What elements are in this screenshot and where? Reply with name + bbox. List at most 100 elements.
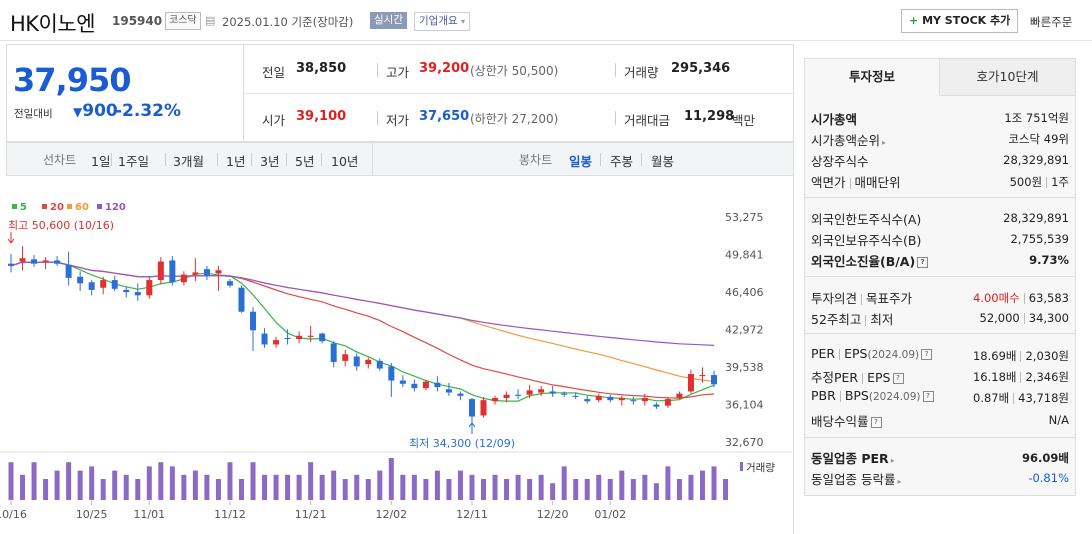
- foreign-ratio-value: 9.73%: [1029, 253, 1069, 267]
- candle-body: [238, 287, 245, 312]
- candle-body: [664, 399, 671, 406]
- candle-body: [88, 282, 95, 290]
- tab-3m[interactable]: 3개월: [173, 154, 204, 169]
- volume-bar: [31, 462, 37, 500]
- divider: [862, 373, 864, 384]
- candle-body: [342, 354, 349, 361]
- candle-body: [561, 393, 568, 395]
- divider: [839, 349, 841, 360]
- x-tick-label: 11/21: [295, 508, 327, 521]
- candle-body: [480, 400, 487, 416]
- candle-body: [388, 366, 395, 381]
- info-icon[interactable]: ?: [922, 391, 934, 402]
- volume-bar: [8, 462, 14, 500]
- tab-1d[interactable]: 1일: [91, 154, 111, 169]
- industry-per-link[interactable]: 동일업종 PER ▸: [811, 448, 895, 467]
- lower-limit: (하한가 27,200): [470, 112, 559, 126]
- volume-bar: [584, 479, 590, 500]
- tab-5y[interactable]: 5년: [295, 154, 315, 169]
- volume-bar: [54, 470, 60, 500]
- per-value: 18.69배 2,030원: [973, 348, 1069, 364]
- price-stats: 전일 38,850 고가 39,200 (상한가 50,500) 거래량 295…: [243, 44, 794, 142]
- price-change-percent: -2.32%: [115, 101, 182, 121]
- tab-daily[interactable]: 일봉: [569, 154, 593, 169]
- fper-amount: 16.18배: [972, 370, 1017, 384]
- per-amount: 18.69배: [972, 349, 1017, 363]
- stats-row: 시가 39,100 저가 37,650 (하한가 27,200) 거래대금 11…: [244, 93, 793, 141]
- candle-body: [284, 337, 291, 340]
- candle-body: [699, 375, 706, 377]
- y-tick-label: 36,104: [725, 399, 764, 412]
- tab-monthly[interactable]: 월봉: [651, 154, 675, 169]
- tab-10y[interactable]: 10년: [331, 154, 359, 169]
- tab-3y[interactable]: 3년: [260, 154, 280, 169]
- info-icon[interactable]: ?: [917, 257, 929, 268]
- stock-name: HK이노엔: [10, 12, 96, 36]
- volume-bar: [100, 479, 106, 500]
- candle-body: [65, 264, 72, 278]
- market-cap-rank-link[interactable]: 시가총액순위 ▸: [811, 130, 886, 149]
- foreign-limit-value: 28,329,891: [1003, 211, 1069, 225]
- opinion-rating: 4.00매수: [972, 291, 1020, 305]
- info-icon[interactable]: ?: [892, 373, 904, 384]
- volume-bar: [676, 479, 682, 500]
- my-stock-label: MY STOCK 추가: [922, 14, 1011, 27]
- info-icon[interactable]: ?: [870, 417, 882, 428]
- market-cap-value: 1조 751억원: [1004, 111, 1069, 125]
- trade-unit-value: 1주: [1051, 175, 1069, 189]
- candle-body: [192, 272, 199, 275]
- 52w-low-label: 최저: [870, 312, 894, 327]
- dividend-value: N/A: [1048, 413, 1069, 427]
- candle-body: [549, 391, 556, 394]
- divider: [1046, 177, 1048, 188]
- candle-body: [330, 343, 337, 362]
- volume-bar: [273, 474, 279, 500]
- divider: [805, 437, 1075, 438]
- volume-bar: [89, 466, 95, 500]
- volume-bar: [308, 462, 314, 500]
- divider: [251, 153, 252, 166]
- legend-swatch-ma5: [12, 204, 17, 209]
- volume-bar: [492, 474, 498, 500]
- amount-label: 거래대금: [624, 113, 671, 128]
- volume-bar: [123, 474, 129, 500]
- face-value: 500원 1주: [1010, 174, 1069, 190]
- high-arrow-icon: [7, 232, 15, 244]
- ma60-line: [10, 261, 715, 382]
- price-chart[interactable]: 5 20 60 120 53,275 49,841 46,406 42,972 39,5…: [0, 180, 792, 534]
- volume-bar: [457, 470, 463, 500]
- divider: [217, 153, 218, 166]
- tab-order-book[interactable]: 호가10단계: [940, 59, 1075, 96]
- feps-text: EPS: [867, 370, 891, 385]
- fper-label: 추정PER EPS?: [811, 367, 904, 386]
- candle-body: [77, 276, 84, 284]
- volume-bar: [77, 470, 83, 500]
- market-cap-label: 시가총액: [811, 112, 858, 127]
- tab-weekly[interactable]: 주봉: [610, 154, 634, 169]
- volume-bar: [169, 466, 175, 500]
- candle-body: [445, 389, 452, 393]
- quick-order-link[interactable]: 빠른주문: [1030, 15, 1073, 29]
- foreign-hold-value: 2,755,539: [1010, 232, 1069, 246]
- tab-1w[interactable]: 1주일: [118, 154, 149, 169]
- price-date: 2025.01.10 기준(장마감): [222, 15, 354, 29]
- my-stock-button[interactable]: + MY STOCK 추가: [901, 9, 1019, 33]
- open-label: 시가: [262, 113, 286, 128]
- divider: [615, 63, 616, 77]
- divider: [805, 197, 1075, 198]
- y-tick-label: 39,538: [725, 361, 764, 374]
- tab-investment-info[interactable]: 투자정보: [805, 59, 940, 95]
- y-tick-label: 53,275: [725, 211, 764, 224]
- volume-bar: [331, 470, 337, 500]
- company-info-dropdown[interactable]: 기업개요 ▾: [414, 12, 470, 31]
- industry-change-label: 동일업종 등락률: [811, 472, 896, 487]
- info-icon[interactable]: ?: [921, 349, 933, 360]
- candle-body: [526, 390, 533, 395]
- realtime-button[interactable]: 실시간: [370, 12, 407, 29]
- candle-body: [584, 399, 591, 402]
- industry-change-link[interactable]: 동일업종 등락률 ▸: [811, 469, 902, 488]
- tab-1y[interactable]: 1년: [226, 154, 246, 169]
- calendar-icon: ▤: [205, 14, 216, 27]
- candle-body: [376, 360, 383, 369]
- x-tick-label: 11/01: [133, 508, 165, 521]
